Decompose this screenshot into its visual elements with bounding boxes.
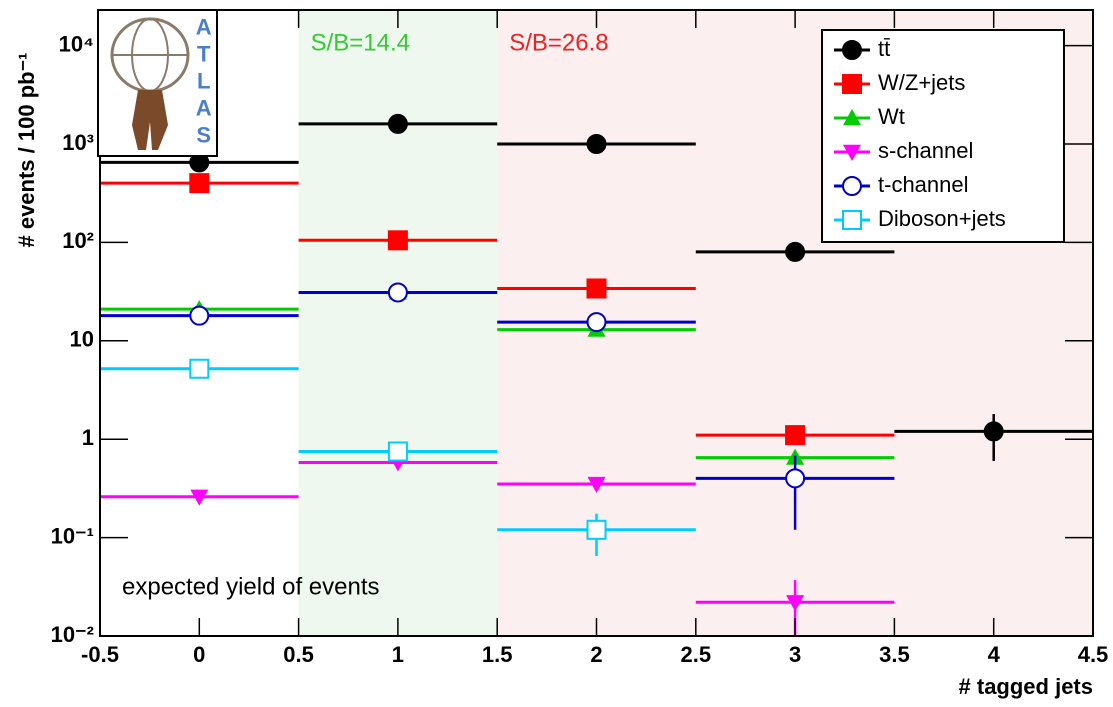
- region-label: S/B=14.4: [311, 29, 410, 56]
- x-tick-label: 4: [988, 642, 1001, 667]
- marker: [588, 135, 606, 153]
- legend-label: t-channel: [878, 172, 969, 197]
- x-tick-label: 3: [789, 642, 801, 667]
- marker: [588, 521, 606, 539]
- logo: ATLAS: [98, 10, 217, 156]
- y-tick-label: 10: [70, 327, 94, 352]
- y-tick-label: 10⁻¹: [51, 523, 94, 548]
- y-axis-label: # events / 100 pb⁻¹: [14, 52, 39, 247]
- marker: [786, 243, 804, 261]
- marker: [588, 313, 606, 331]
- y-tick-label: 10³: [62, 130, 94, 155]
- x-tick-label: 3.5: [879, 642, 910, 667]
- y-tick-label: 10²: [62, 228, 94, 253]
- region-label: S/B=26.8: [509, 29, 608, 56]
- legend-label: tt̄: [878, 36, 890, 61]
- y-tick-label: 10⁴: [59, 31, 94, 56]
- marker: [588, 279, 606, 297]
- x-tick-label: 2.5: [681, 642, 712, 667]
- x-tick-label: 0: [193, 642, 205, 667]
- x-tick-label: 1: [392, 642, 404, 667]
- legend-label: W/Z+jets: [878, 70, 965, 95]
- legend-label: Wt: [878, 104, 905, 129]
- marker: [786, 426, 804, 444]
- marker: [190, 174, 208, 192]
- marker: [389, 442, 407, 460]
- marker: [389, 283, 407, 301]
- legend-label: s-channel: [878, 138, 973, 163]
- legend-label: Diboson+jets: [878, 206, 1006, 231]
- legend-marker: [843, 75, 861, 93]
- marker: [190, 360, 208, 378]
- legend-marker: [843, 41, 861, 59]
- legend-marker: [843, 177, 861, 195]
- marker: [985, 422, 1003, 440]
- legend-marker: [843, 211, 861, 229]
- y-tick-label: 10⁻²: [51, 622, 94, 647]
- x-tick-label: 2: [590, 642, 602, 667]
- logo-text: ATLAS: [191, 15, 216, 150]
- x-tick-label: 0.5: [283, 642, 314, 667]
- x-axis-label: # tagged jets: [959, 674, 1093, 699]
- marker: [190, 307, 208, 325]
- region: [299, 10, 498, 636]
- marker: [389, 115, 407, 133]
- annotation: expected yield of events: [122, 573, 380, 600]
- marker: [786, 469, 804, 487]
- x-tick-label: 4.5: [1078, 642, 1109, 667]
- chart: S/B=14.4S/B=26.8-0.500.511.522.533.544.5…: [0, 0, 1113, 707]
- marker: [389, 231, 407, 249]
- y-tick-label: 1: [82, 425, 94, 450]
- x-tick-label: 1.5: [482, 642, 513, 667]
